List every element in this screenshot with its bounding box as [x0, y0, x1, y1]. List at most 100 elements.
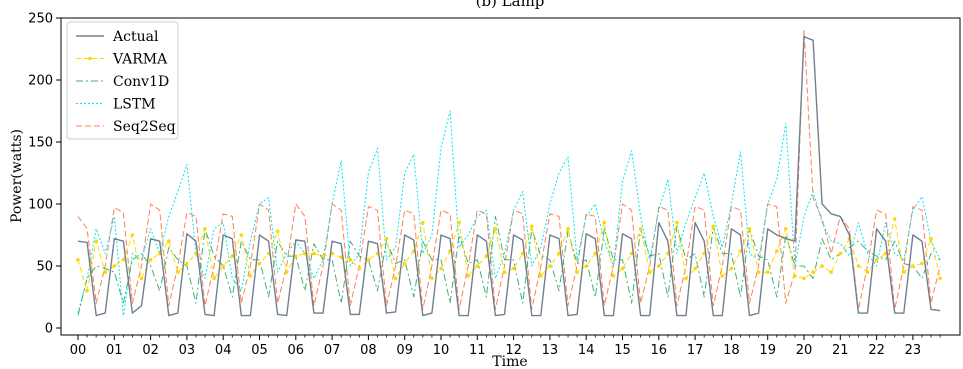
series-point-varma	[892, 217, 897, 221]
series-point-varma	[865, 270, 870, 275]
series-point-varma	[784, 227, 788, 231]
series-point-varma	[393, 276, 398, 281]
x-tick-label: 16	[651, 343, 668, 358]
x-tick-label: 09	[396, 343, 413, 358]
x-tick-label: 01	[106, 343, 123, 358]
series-point-varma	[729, 266, 734, 271]
x-tick-label: 11	[469, 343, 486, 358]
series-point-varma	[176, 270, 180, 275]
series-point-varma	[557, 251, 561, 256]
series-point-varma	[929, 236, 933, 241]
legend-marker	[88, 56, 92, 61]
series-point-varma	[457, 220, 461, 225]
series-point-varma	[203, 227, 207, 231]
series-point-varma	[430, 276, 434, 281]
series-point-varma	[94, 239, 98, 243]
x-tick-label: 22	[868, 343, 885, 358]
series-point-varma	[384, 236, 389, 241]
series-point-varma	[620, 266, 625, 271]
series-point-varma	[684, 276, 688, 281]
series-point-varma	[85, 289, 89, 293]
y-tick-label: 50	[36, 260, 53, 275]
x-tick-label: 10	[433, 343, 450, 358]
series-point-varma	[693, 266, 697, 271]
x-tick-label: 15	[614, 343, 631, 358]
series-point-varma	[321, 254, 325, 258]
y-tick-label: 200	[28, 74, 53, 89]
series-point-varma	[856, 264, 861, 268]
y-tick-label: 250	[28, 12, 53, 27]
series-point-varma	[466, 274, 471, 278]
series-point-varma	[121, 258, 126, 262]
series-point-varma	[112, 264, 117, 268]
x-tick-label: 21	[832, 343, 849, 358]
plot-frame	[60, 17, 961, 336]
series-point-varma	[312, 251, 316, 256]
series-point-varma	[530, 224, 534, 229]
y-axis: 0 50 100 150 200 250	[28, 12, 61, 337]
series-point-varma	[566, 227, 570, 231]
x-tick-label: 19	[759, 343, 776, 358]
series-point-varma	[76, 258, 80, 262]
series-point-varma	[257, 261, 262, 266]
series-point-varma	[212, 276, 216, 281]
series-point-varma	[475, 264, 480, 268]
series-point-varma	[221, 264, 225, 268]
series-line-actual	[77, 35, 941, 317]
series-point-varma	[339, 255, 344, 260]
series-point-varma	[657, 264, 661, 268]
series-point-varma	[493, 227, 498, 231]
series-point-varma	[103, 270, 107, 275]
series-point-varma	[820, 264, 824, 268]
series-line-seq2seq	[77, 29, 941, 310]
legend-label-conv1d: Conv1D	[113, 74, 169, 90]
x-tick-label: 08	[360, 343, 377, 358]
x-tick-label: 17	[687, 343, 704, 358]
series-point-varma	[738, 249, 743, 253]
series-point-varma	[938, 276, 942, 281]
legend-box	[66, 21, 179, 140]
x-tick-label: 18	[723, 343, 740, 358]
legend-label-lstm: LSTM	[113, 97, 156, 113]
x-tick-label: 07	[324, 343, 341, 358]
x-tick-label: 20	[796, 343, 813, 358]
series-point-varma	[139, 276, 144, 281]
series-point-varma	[902, 270, 906, 275]
legend-label-actual: Actual	[112, 29, 159, 45]
x-tick-label: 13	[542, 343, 559, 358]
series-point-varma	[920, 261, 924, 266]
series-point-varma	[366, 258, 371, 262]
legend-label-seq2seq: Seq2Seq	[113, 119, 176, 135]
series-point-varma	[793, 274, 797, 278]
series-point-varma	[348, 258, 353, 262]
series-point-varma	[230, 254, 235, 258]
series-point-varma	[811, 270, 815, 275]
y-axis-label: Power(watts)	[9, 129, 25, 223]
legend-label-varma: VARMA	[112, 52, 168, 68]
series-point-varma	[284, 270, 289, 275]
x-tick-label: 05	[251, 343, 268, 358]
y-tick-label: 0	[45, 322, 53, 337]
series-point-varma	[720, 274, 725, 278]
series-point-varma	[611, 274, 616, 278]
chart-title: (b) Lamp	[476, 0, 545, 10]
series-point-varma	[747, 227, 752, 231]
x-tick-label: 23	[905, 343, 922, 358]
x-tick-label: 06	[288, 343, 305, 358]
y-tick-label: 100	[28, 198, 53, 213]
series-point-varma	[756, 270, 761, 275]
x-tick-label: 04	[215, 343, 232, 358]
series-point-varma	[357, 266, 362, 271]
series-point-varma	[638, 227, 643, 231]
series-point-varma	[148, 258, 153, 262]
series-point-varma	[185, 261, 189, 266]
series-point-varma	[711, 224, 716, 229]
series-point-varma	[439, 266, 443, 271]
series-point-varma	[584, 264, 588, 268]
series-point-varma	[629, 251, 634, 256]
series-point-varma	[829, 270, 833, 275]
x-tick-label: 14	[578, 343, 595, 358]
series-point-varma	[602, 220, 607, 225]
series-point-varma	[539, 274, 543, 278]
series-point-varma	[802, 276, 806, 281]
